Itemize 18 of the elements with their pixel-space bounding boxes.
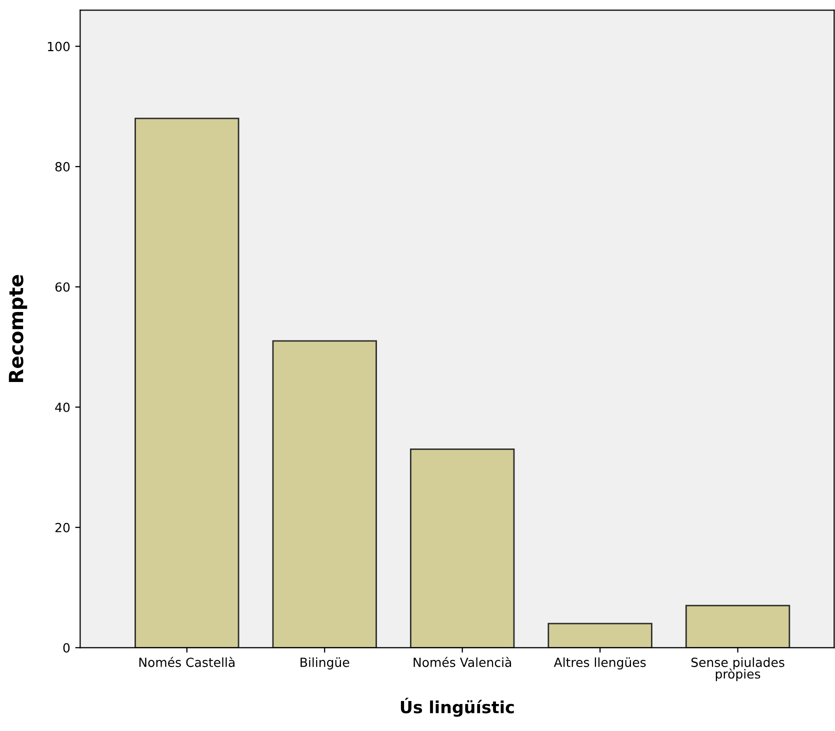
x-axis-title: Ús lingüístic [400,698,514,717]
y-tick-label: 0 [63,643,70,653]
bar [272,340,377,648]
bar [134,118,240,648]
y-axis-title: Recompte [8,275,28,382]
y-tick-label: 40 [55,402,70,412]
bar [548,622,652,648]
x-tick-label: Altres llengües [554,657,646,670]
x-tick-label: Només Valencià [414,656,512,668]
bar [685,604,790,648]
x-tick-label: Només Castellà [139,656,234,668]
x-tick-label: Bilingüe [300,657,350,670]
y-tick-label: 60 [55,282,70,292]
x-tick-label: Sense piulades pròpies [691,657,784,682]
y-tick-label: 20 [55,522,70,532]
y-tick-label: 80 [55,162,70,172]
bar [410,448,515,648]
y-tick-label: 100 [48,42,70,52]
